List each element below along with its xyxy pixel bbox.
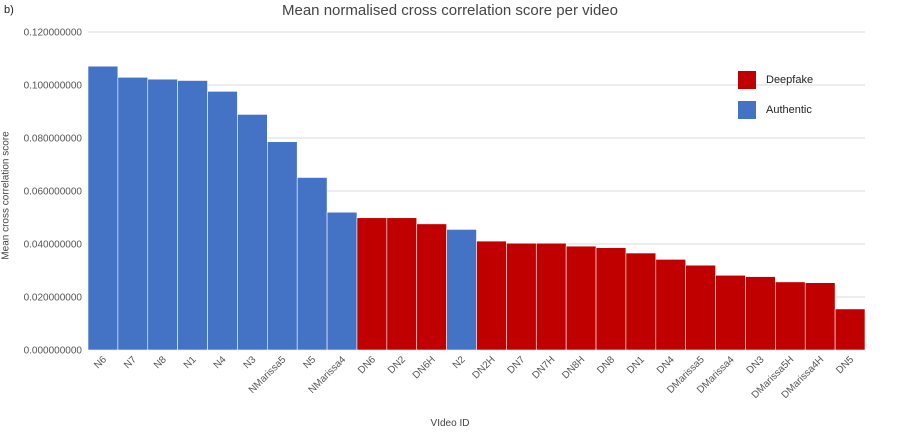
x-tick-label: DN7: [506, 354, 528, 376]
bar: [117, 77, 149, 351]
y-tick-label: 0.000000000: [24, 346, 83, 357]
x-tick-label: N7: [122, 354, 139, 371]
x-tick-label: DN5: [834, 354, 856, 376]
bar: [506, 242, 537, 351]
bar: [715, 274, 746, 351]
x-axis-label: VIdeo ID: [430, 418, 470, 429]
bar: [326, 211, 358, 351]
bar: [446, 229, 477, 351]
x-tick-label: DN7H: [530, 354, 557, 381]
bar: [386, 217, 418, 351]
bar: [775, 281, 806, 351]
chart-title: Mean normalised cross correlation score …: [282, 2, 618, 19]
legend-item-authentic: Authentic: [738, 100, 813, 120]
bar: [535, 242, 567, 351]
y-tick-label: 0.120000000: [24, 28, 83, 39]
legend-swatch-deepfake: [738, 71, 756, 89]
x-tick-label: DN6: [356, 354, 378, 376]
y-tick-label: 0.100000000: [24, 81, 83, 92]
x-tick-label: N3: [242, 354, 259, 371]
bar: [416, 223, 447, 351]
legend-item-deepfake: Deepfake: [738, 70, 813, 90]
bar: [834, 308, 866, 351]
x-tick-label: DN2H: [471, 354, 498, 381]
x-tick-label: N5: [301, 354, 318, 371]
bar: [237, 114, 268, 351]
x-tick-label: DN3: [745, 354, 767, 376]
y-tick-label: 0.020000000: [24, 293, 83, 304]
x-tick-label: N6: [92, 354, 109, 371]
bar: [147, 78, 178, 351]
bar: [565, 245, 597, 351]
bar: [356, 217, 388, 351]
panel-label: b): [4, 4, 14, 16]
bar: [476, 240, 507, 351]
x-tick-label: DN6H: [411, 354, 438, 381]
x-tick-label: DN1: [625, 354, 647, 376]
x-tick-label: DN2: [386, 354, 408, 376]
x-tick-label: N1: [182, 354, 199, 371]
bar: [296, 177, 328, 351]
bar: [207, 91, 238, 351]
x-tick-label: N8: [152, 354, 169, 371]
x-tick-label: DN8: [595, 354, 617, 376]
bar: [745, 276, 776, 351]
bar: [595, 247, 627, 351]
y-tick-label: 0.040000000: [24, 240, 83, 251]
x-tick-label: DN8H: [560, 354, 587, 381]
bar: [655, 259, 686, 351]
x-tick-label: N2: [451, 354, 468, 371]
bar: [625, 252, 657, 351]
x-tick-label: DN4: [655, 354, 677, 376]
bar: [87, 65, 119, 351]
legend: Deepfake Authentic: [738, 70, 813, 130]
legend-label-authentic: Authentic: [766, 104, 812, 116]
y-tick-label: 0.080000000: [24, 134, 83, 145]
y-tick-label: 0.060000000: [24, 187, 83, 198]
legend-label-deepfake: Deepfake: [766, 74, 814, 86]
bar: [267, 141, 298, 351]
legend-swatch-authentic: [738, 101, 756, 119]
bar: [177, 80, 208, 351]
bar: [804, 282, 836, 351]
bar: [685, 264, 716, 351]
x-tick-label: N4: [212, 354, 229, 371]
